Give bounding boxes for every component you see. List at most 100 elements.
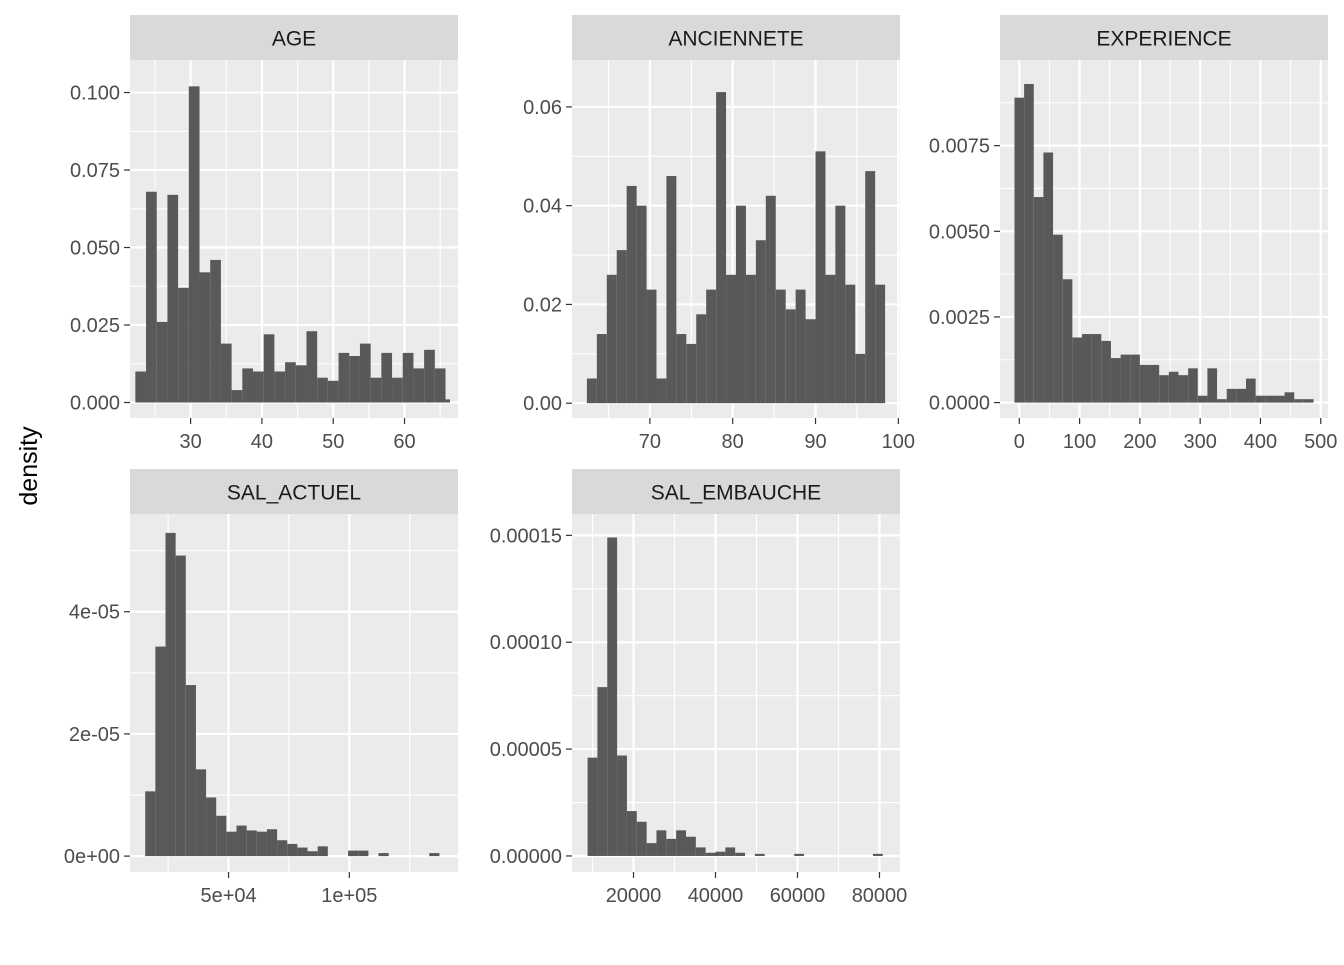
histogram-bar	[597, 687, 608, 856]
facet-strip	[130, 469, 458, 514]
histogram-bar	[666, 176, 677, 404]
histogram-bar	[307, 851, 318, 857]
histogram-bar	[745, 274, 756, 404]
histogram-bar	[1255, 395, 1266, 403]
histogram-bar	[754, 853, 765, 856]
x-tick-label: 70	[639, 431, 661, 453]
histogram-bar	[1188, 368, 1198, 403]
histogram-bar	[1139, 364, 1150, 403]
histogram-bar	[666, 838, 677, 856]
histogram-bar	[1217, 399, 1227, 403]
facet-strip-label: ANCIENNETE	[668, 28, 803, 51]
x-tick-label: 60000	[770, 885, 826, 907]
histogram-bar	[656, 378, 667, 404]
y-tick-label: 0.00005	[490, 739, 562, 761]
histogram-bar	[875, 284, 886, 404]
histogram-bar	[413, 368, 425, 403]
histogram-bar	[266, 829, 278, 857]
histogram-bar	[686, 343, 697, 404]
y-tick-label: 0.075	[70, 160, 120, 182]
histogram-bar	[1110, 358, 1121, 403]
histogram-bar	[656, 830, 667, 856]
y-tick-label: 0.06	[523, 97, 562, 119]
y-tick-label: 0.02	[523, 294, 562, 316]
x-tick-label: 80	[722, 431, 744, 453]
histogram-bar	[1014, 97, 1025, 403]
histogram-bar	[429, 853, 440, 857]
y-tick-label: 0.00	[523, 393, 562, 415]
histogram-bar	[795, 289, 806, 404]
y-tick-label: 0e+00	[64, 846, 120, 868]
y-tick-label: 0.0075	[929, 136, 990, 158]
y-axis-title: density	[15, 426, 43, 506]
histogram-bar	[626, 185, 637, 404]
histogram-bar	[156, 321, 168, 403]
histogram-bar	[199, 272, 211, 403]
y-tick-label: 0.000	[70, 393, 120, 415]
x-tick-label: 100	[882, 431, 915, 453]
histogram-bar	[1101, 340, 1111, 403]
histogram-bar	[306, 331, 318, 403]
histogram-bar	[815, 151, 826, 404]
histogram-bar	[1178, 375, 1189, 403]
histogram-bar	[349, 356, 360, 403]
histogram-bar	[175, 555, 186, 857]
histogram-bar	[381, 352, 393, 403]
histogram-bar	[596, 334, 607, 404]
histogram-bar	[370, 377, 382, 403]
histogram-bar	[606, 274, 617, 404]
facet-strip	[1000, 15, 1328, 60]
histogram-bar	[444, 399, 450, 403]
histogram-bar	[775, 289, 786, 404]
histogram-bar	[274, 371, 286, 403]
histogram-bar	[1120, 354, 1131, 403]
histogram-bar	[263, 334, 275, 403]
histogram-bar	[253, 371, 264, 403]
histogram-bar	[736, 205, 746, 404]
histogram-bar	[434, 368, 446, 403]
histogram-bar	[835, 205, 846, 404]
histogram-bar	[855, 353, 866, 404]
histogram-bar	[586, 378, 597, 404]
histogram-bar	[1236, 388, 1246, 403]
histogram-bar	[378, 853, 389, 857]
histogram-bar	[676, 830, 686, 856]
x-tick-label: 80000	[852, 885, 908, 907]
histogram-bar	[1062, 279, 1073, 403]
facet-strip	[572, 15, 900, 60]
histogram-bar	[317, 377, 328, 403]
histogram-bar	[242, 368, 253, 403]
x-tick-label: 20000	[606, 885, 662, 907]
histogram-bar	[617, 755, 627, 856]
x-tick-label: 100	[1063, 431, 1096, 453]
histogram-bar	[1033, 197, 1044, 403]
histogram-bar	[348, 850, 359, 857]
histogram-bar	[676, 334, 687, 404]
x-tick-label: 5e+04	[200, 885, 256, 907]
histogram-bar	[146, 191, 157, 403]
histogram-bar	[1043, 152, 1054, 403]
facet-strip-label: AGE	[272, 28, 316, 51]
histogram-bar	[206, 797, 217, 857]
y-tick-label: 0.04	[523, 196, 562, 218]
histogram-bar	[402, 352, 414, 403]
y-tick-label: 0.025	[70, 315, 120, 337]
histogram-bar	[358, 850, 369, 857]
histogram-bar	[210, 259, 221, 403]
histogram-bar	[1246, 378, 1256, 403]
x-tick-label: 0	[1014, 431, 1025, 453]
histogram-bar	[616, 250, 627, 404]
x-tick-label: 500	[1304, 431, 1337, 453]
histogram-bar	[1091, 334, 1102, 403]
histogram-bar	[805, 319, 816, 404]
histogram-bar	[685, 836, 696, 856]
histogram-bar	[256, 831, 267, 857]
histogram-bar	[327, 380, 339, 403]
histogram-bar	[297, 847, 308, 857]
y-tick-label: 0.00000	[490, 846, 562, 868]
histogram-bar	[646, 843, 657, 856]
histogram-bar	[1294, 399, 1304, 403]
histogram-bar	[825, 274, 836, 404]
y-tick-label: 0.100	[70, 83, 120, 105]
